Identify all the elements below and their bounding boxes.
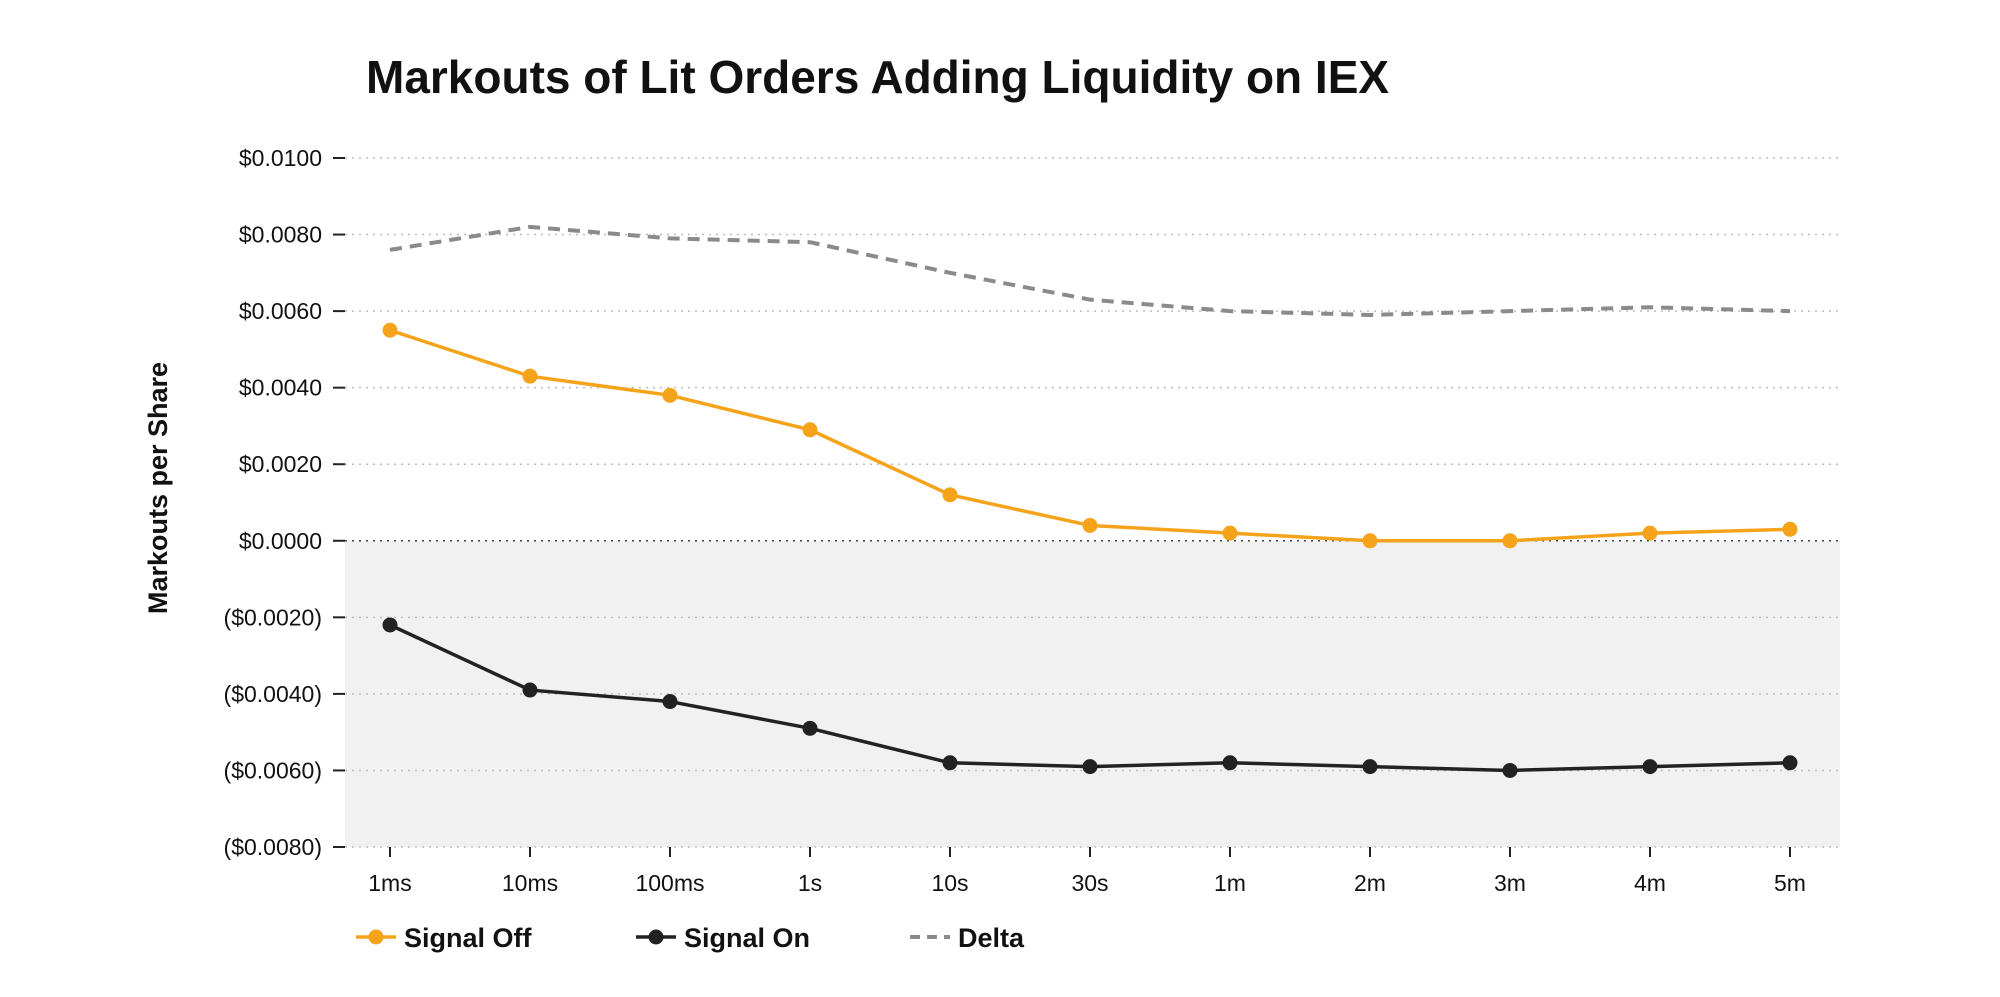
legend-label-delta: Delta [958, 923, 1025, 953]
y-tick-label: $0.0040 [239, 375, 322, 401]
x-tick-label: 10ms [502, 870, 558, 896]
series-line-delta [389, 224, 1791, 317]
x-tick-label: 5m [1774, 870, 1806, 896]
y-tick-label: ($0.0040) [224, 681, 322, 707]
x-tick-label: 100ms [635, 870, 704, 896]
y-axis-label: Markouts per Share [143, 362, 173, 614]
data-point-signal-on [1222, 755, 1238, 771]
x-tick-label: 4m [1634, 870, 1666, 896]
data-point-signal-on [942, 755, 958, 771]
plot-area: $0.0100 $0.0080 $0.0060 $0.0040 $0.0020 $0.00… [224, 145, 1840, 896]
data-point-signal-off [802, 422, 818, 438]
y-tick-label: $0.0060 [239, 298, 322, 324]
data-point-signal-on [382, 617, 398, 633]
data-point-signal-on [1642, 759, 1658, 775]
chart-title: Markouts of Lit Orders Adding Liquidity … [366, 51, 1389, 103]
data-point-signal-on [802, 720, 818, 736]
x-tick-label: 10s [931, 870, 968, 896]
x-tick-label: 1m [1214, 870, 1246, 896]
data-point-signal-off [1502, 533, 1518, 549]
data-point-signal-off [382, 322, 398, 338]
data-point-signal-on [1502, 762, 1518, 778]
data-point-signal-on [1782, 755, 1798, 771]
x-tick-label: 1ms [368, 870, 411, 896]
data-point-signal-off [1362, 533, 1378, 549]
y-tick-label: ($0.0080) [224, 834, 322, 860]
data-point-signal-on [662, 694, 678, 710]
y-tick-label: $0.0020 [239, 451, 322, 477]
data-point-signal-off [1782, 521, 1798, 537]
legend-label-signal-on: Signal On [684, 923, 810, 953]
legend-marker-signal-off [368, 929, 384, 945]
y-tick-label: $0.0080 [239, 222, 322, 248]
data-point-signal-on [522, 682, 538, 698]
y-tick-label: $0.0000 [239, 528, 322, 554]
y-tick-label: ($0.0020) [224, 604, 322, 630]
x-tick-label: 1s [798, 870, 822, 896]
data-point-signal-off [1642, 525, 1658, 541]
data-point-signal-off [1222, 525, 1238, 541]
x-tick-label: 3m [1494, 870, 1526, 896]
x-tick-label: 2m [1354, 870, 1386, 896]
data-point-signal-on [1082, 759, 1098, 775]
data-point-signal-off [662, 387, 678, 403]
y-tick-label: $0.0100 [239, 145, 322, 171]
series-line-signal-off [389, 328, 1791, 543]
data-point-signal-off [522, 368, 538, 384]
data-point-signal-off [942, 487, 958, 503]
legend-label-signal-off: Signal Off [404, 923, 533, 953]
data-point-signal-on [1362, 759, 1378, 775]
y-tick-label: ($0.0060) [224, 757, 322, 783]
x-tick-label: 30s [1071, 870, 1108, 896]
data-point-signal-off [1082, 517, 1098, 533]
legend: Signal Off Signal On Delta [356, 923, 1025, 953]
legend-marker-signal-on [648, 929, 664, 945]
